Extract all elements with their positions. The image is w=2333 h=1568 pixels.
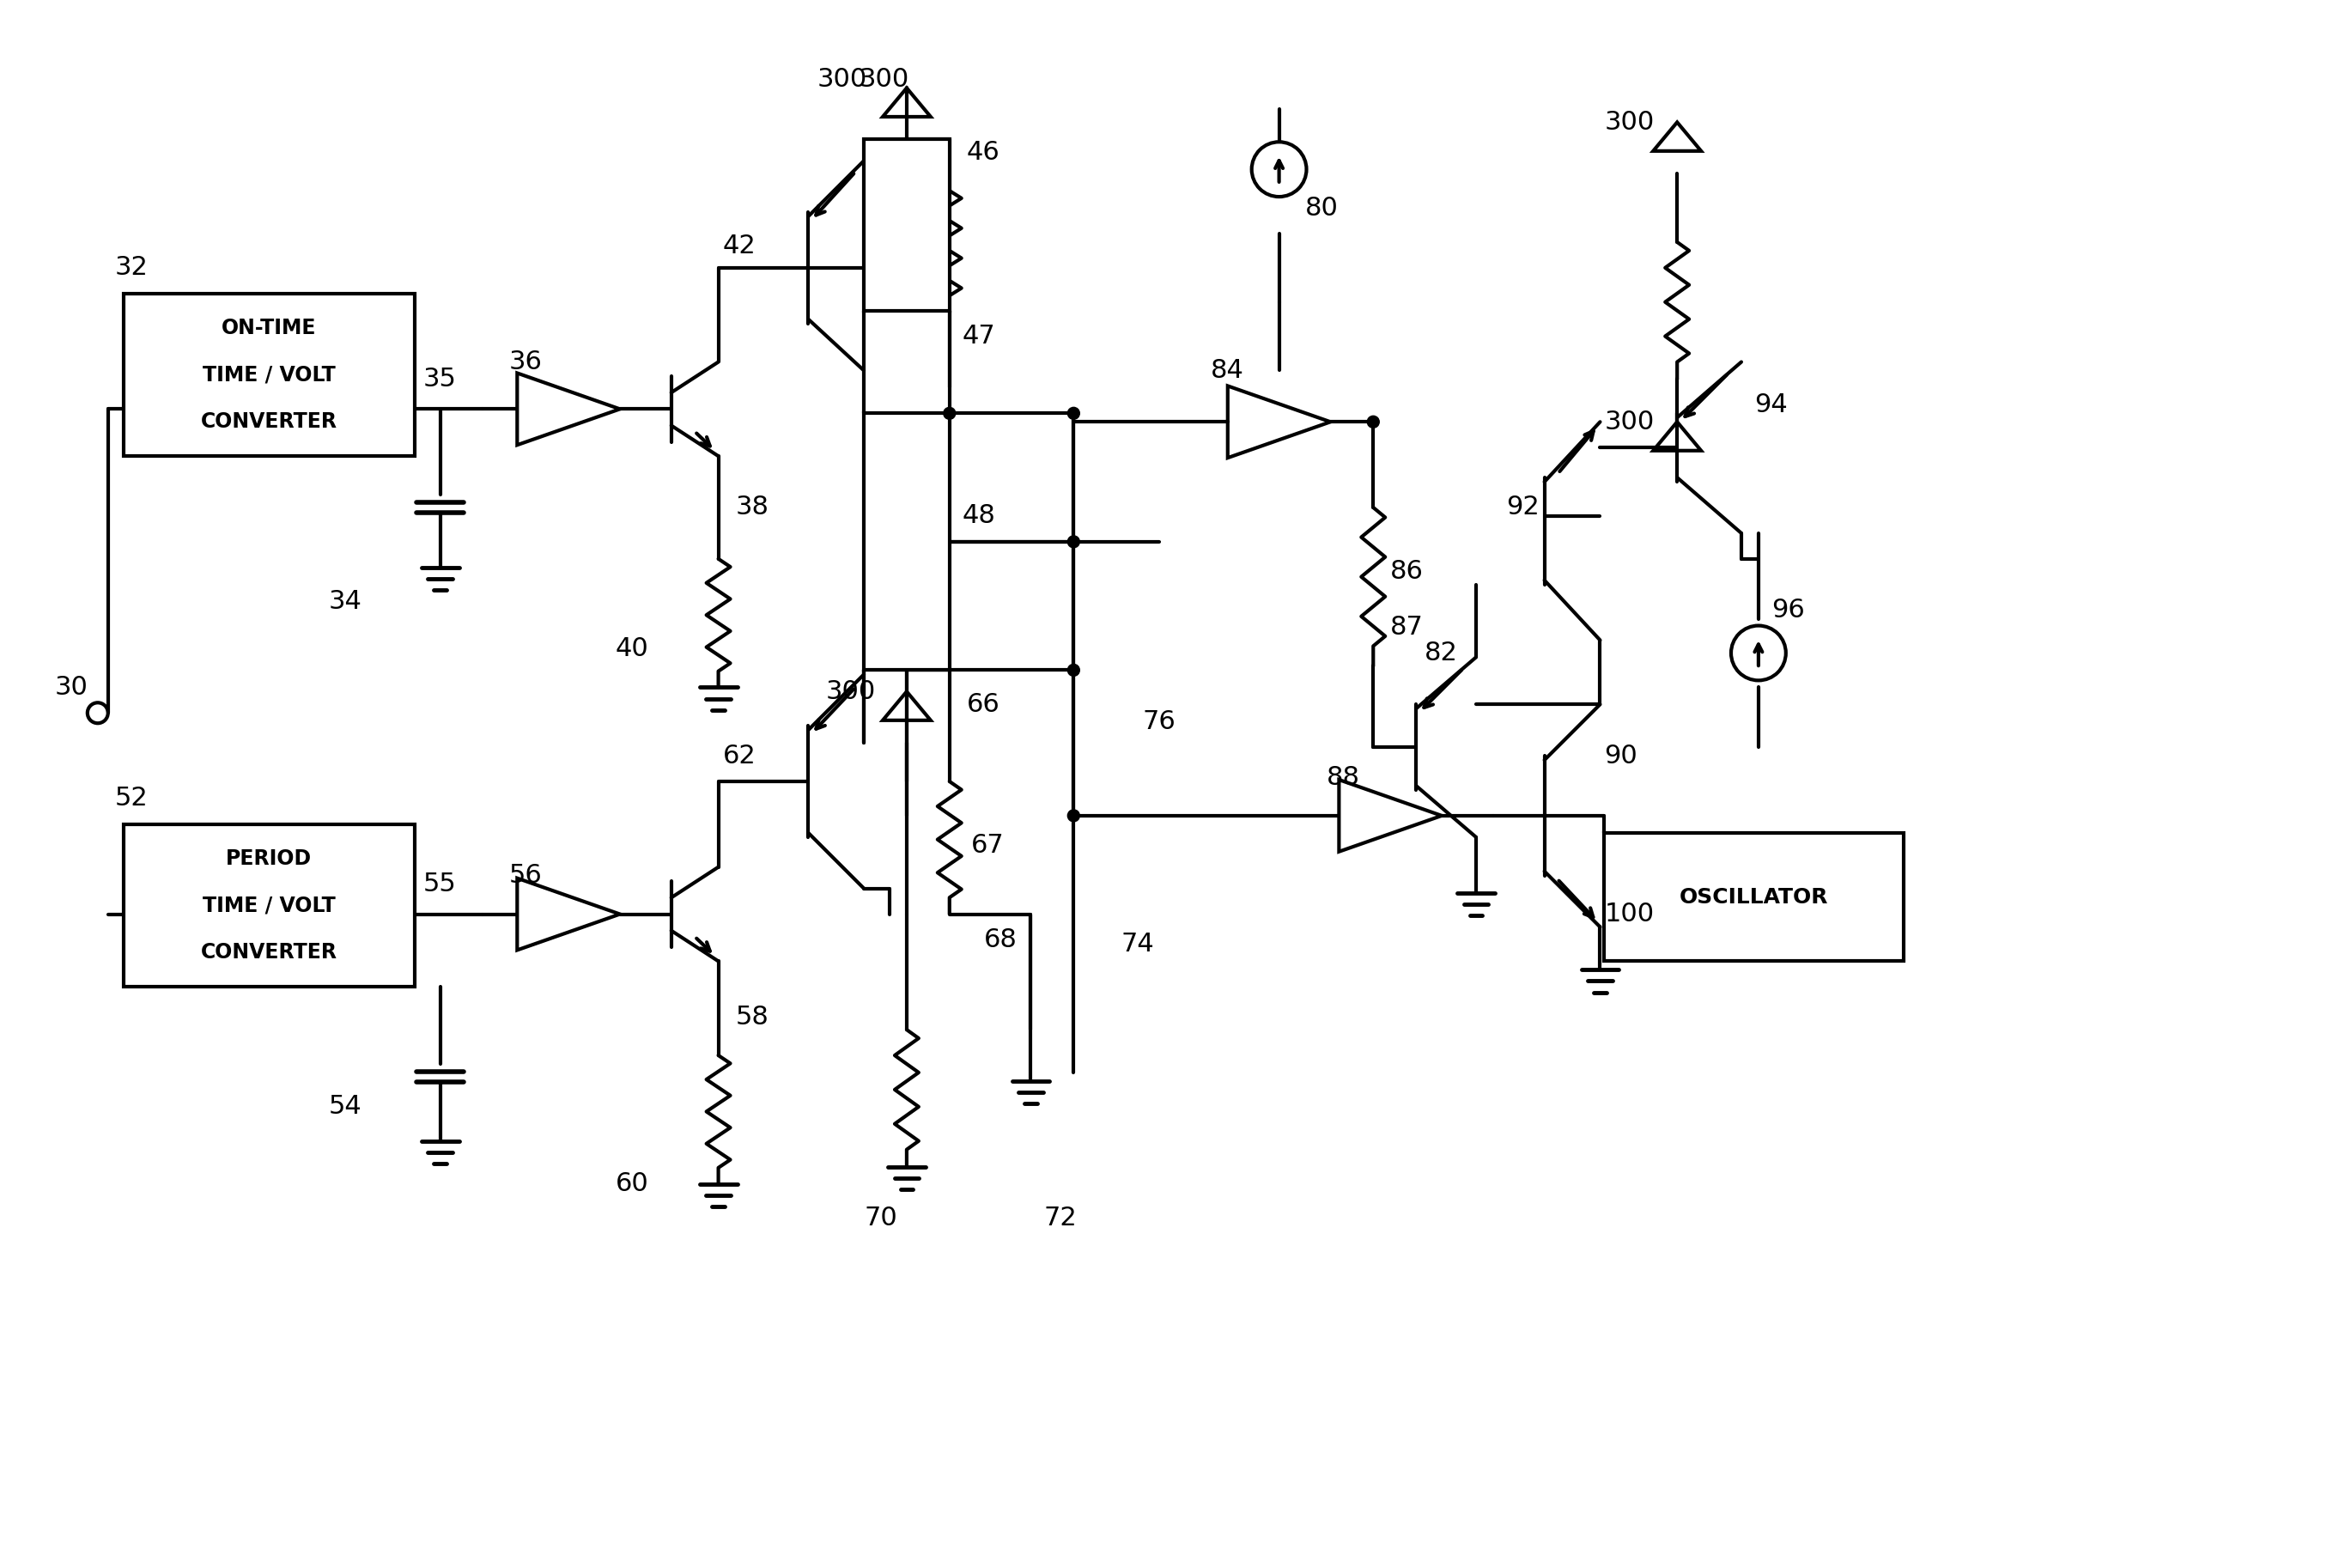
Text: TIME / VOLT: TIME / VOLT <box>203 364 336 386</box>
Text: 84: 84 <box>1211 358 1243 383</box>
Text: PERIOD: PERIOD <box>226 848 313 869</box>
Text: 54: 54 <box>329 1094 362 1120</box>
Text: 70: 70 <box>863 1206 898 1231</box>
Text: 94: 94 <box>1754 392 1787 417</box>
Text: 47: 47 <box>961 325 996 348</box>
Text: 60: 60 <box>616 1171 649 1196</box>
Text: 40: 40 <box>616 637 649 662</box>
Text: 35: 35 <box>422 367 457 392</box>
Text: 300: 300 <box>859 67 910 93</box>
Text: 90: 90 <box>1605 743 1638 768</box>
Bar <box>124 293 415 456</box>
Text: ON-TIME: ON-TIME <box>222 318 317 339</box>
Bar <box>863 140 950 310</box>
Text: CONVERTER: CONVERTER <box>201 411 338 431</box>
Text: 68: 68 <box>985 927 1017 952</box>
Text: 48: 48 <box>961 503 996 528</box>
Text: 56: 56 <box>509 862 541 887</box>
Circle shape <box>1069 408 1080 419</box>
Circle shape <box>943 408 957 419</box>
Text: 67: 67 <box>971 833 1003 858</box>
Text: 88: 88 <box>1325 765 1360 790</box>
Text: 55: 55 <box>422 872 457 897</box>
Circle shape <box>1069 809 1080 822</box>
Text: 30: 30 <box>56 674 89 699</box>
Text: 92: 92 <box>1505 495 1540 521</box>
Text: 52: 52 <box>114 786 147 811</box>
Text: 82: 82 <box>1425 641 1458 665</box>
Text: 72: 72 <box>1043 1206 1078 1231</box>
Text: 36: 36 <box>509 350 541 375</box>
Bar <box>863 414 950 670</box>
Text: 100: 100 <box>1605 902 1654 927</box>
Text: 66: 66 <box>966 691 1001 717</box>
Text: 38: 38 <box>735 495 770 521</box>
Circle shape <box>1069 536 1080 547</box>
Text: 96: 96 <box>1771 597 1806 622</box>
Text: 74: 74 <box>1120 931 1155 956</box>
Circle shape <box>1069 665 1080 676</box>
Text: 300: 300 <box>826 679 875 704</box>
Text: 87: 87 <box>1390 615 1423 640</box>
Text: 300: 300 <box>1605 409 1654 434</box>
Circle shape <box>1367 416 1379 428</box>
Bar <box>124 825 415 986</box>
Text: 32: 32 <box>114 256 149 281</box>
Text: 46: 46 <box>966 140 1001 165</box>
Text: CONVERTER: CONVERTER <box>201 942 338 963</box>
Text: 42: 42 <box>723 234 756 259</box>
Text: 76: 76 <box>1143 709 1176 734</box>
Text: 80: 80 <box>1304 196 1339 220</box>
Text: 300: 300 <box>1605 110 1654 135</box>
Text: 58: 58 <box>735 1005 770 1029</box>
Text: 62: 62 <box>723 743 756 768</box>
Text: 86: 86 <box>1390 560 1423 585</box>
Bar <box>1605 833 1904 961</box>
Text: 300: 300 <box>817 67 868 93</box>
Text: TIME / VOLT: TIME / VOLT <box>203 895 336 916</box>
Text: OSCILLATOR: OSCILLATOR <box>1680 886 1829 908</box>
Text: 34: 34 <box>329 590 362 615</box>
